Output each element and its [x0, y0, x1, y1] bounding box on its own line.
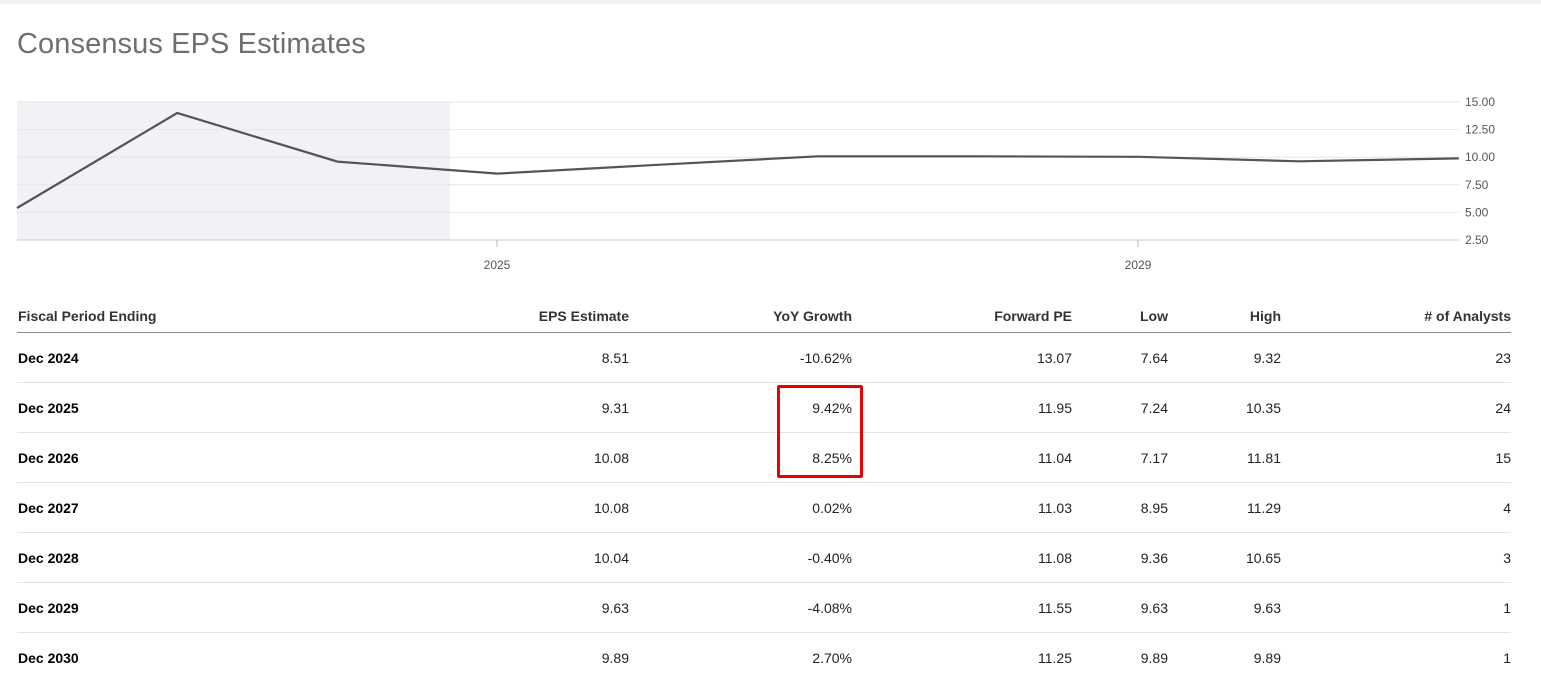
- cell-analysts: 23: [1281, 332, 1511, 383]
- cell-eps: 10.08: [277, 432, 629, 483]
- cell-low: 9.36: [1072, 532, 1168, 583]
- col-header-yoy[interactable]: YoY Growth: [629, 300, 852, 333]
- y-tick-label: 5.00: [1465, 205, 1489, 219]
- cell-high: 9.32: [1168, 332, 1281, 383]
- table-row: Dec 2030 9.89 2.70% 11.25 9.89 9.89 1: [17, 633, 1511, 683]
- cell-yoy: 9.42%: [629, 382, 852, 433]
- cell-low: 7.24: [1072, 382, 1168, 433]
- cell-yoy: 0.02%: [629, 482, 852, 533]
- historical-shaded-region: [17, 102, 450, 240]
- eps-line-chart: 15.00 12.50 10.00 7.50 5.00 2.50 2025 2029: [16, 95, 1495, 272]
- cell-forward-pe: 11.03: [852, 482, 1072, 533]
- cell-period: Dec 2025: [17, 382, 277, 433]
- cell-analysts: 15: [1281, 432, 1511, 483]
- x-tick-label: 2025: [484, 258, 511, 272]
- cell-period: Dec 2030: [18, 649, 79, 666]
- cell-period: Dec 2024: [17, 332, 277, 383]
- top-divider: [0, 0, 1541, 4]
- col-header-period[interactable]: Fiscal Period Ending: [17, 300, 277, 333]
- table-row: Dec 2025 9.31 9.42% 11.95 7.24 10.35 24: [17, 382, 1511, 433]
- cell-high: 9.63: [1168, 582, 1281, 633]
- cell-forward-pe: 11.95: [852, 382, 1072, 433]
- cell-analysts: 4: [1281, 482, 1511, 533]
- eps-estimates-table: Fiscal Period Ending EPS Estimate YoY Gr…: [17, 300, 1511, 682]
- cell-yoy: -0.40%: [629, 532, 852, 583]
- table-row: Dec 2024 8.51 -10.62% 13.07 7.64 9.32 23: [17, 332, 1511, 383]
- cell-low: 7.64: [1072, 332, 1168, 383]
- cell-yoy: 8.25%: [629, 432, 852, 483]
- cell-high: 9.89: [1253, 649, 1281, 666]
- cell-analysts: 1: [1503, 649, 1511, 666]
- cell-high: 10.65: [1168, 532, 1281, 583]
- cell-analysts: 3: [1281, 532, 1511, 583]
- cell-eps: 10.04: [277, 532, 629, 583]
- col-header-eps[interactable]: EPS Estimate: [277, 300, 629, 333]
- eps-series-line: [16, 111, 1459, 209]
- cell-forward-pe: 11.08: [852, 532, 1072, 583]
- col-header-analysts[interactable]: # of Analysts: [1281, 300, 1511, 333]
- table-row: Dec 2027 10.08 0.02% 11.03 8.95 11.29 4: [17, 482, 1511, 533]
- y-tick-label: 2.50: [1465, 233, 1489, 247]
- cell-period: Dec 2028: [17, 532, 277, 583]
- y-axis-tick-labels: 15.00 12.50 10.00 7.50 5.00 2.50: [1465, 95, 1495, 247]
- col-header-high[interactable]: High: [1168, 300, 1281, 333]
- cell-eps: 9.89: [601, 649, 629, 666]
- cell-forward-pe: 11.55: [852, 582, 1072, 633]
- cell-period: Dec 2029: [17, 582, 277, 633]
- cell-low: 9.89: [1140, 649, 1168, 666]
- cell-forward-pe: 11.25: [1038, 649, 1072, 666]
- cell-yoy: 2.70%: [812, 649, 852, 666]
- y-tick-label: 15.00: [1465, 95, 1495, 109]
- table-header-row: Fiscal Period Ending EPS Estimate YoY Gr…: [17, 300, 1511, 333]
- table-row: Dec 2028 10.04 -0.40% 11.08 9.36 10.65 3: [17, 532, 1511, 583]
- cell-low: 7.17: [1072, 432, 1168, 483]
- cell-yoy: -10.62%: [629, 332, 852, 383]
- table-row: Dec 2026 10.08 8.25% 11.04 7.17 11.81 15: [17, 432, 1511, 483]
- cell-analysts: 1: [1281, 582, 1511, 633]
- cell-low: 8.95: [1072, 482, 1168, 533]
- table-row: Dec 2029 9.63 -4.08% 11.55 9.63 9.63 1: [17, 582, 1511, 633]
- y-tick-label: 10.00: [1465, 150, 1495, 164]
- cell-forward-pe: 11.04: [852, 432, 1072, 483]
- cell-high: 11.81: [1168, 432, 1281, 483]
- cell-eps: 8.51: [277, 332, 629, 383]
- cell-period: Dec 2026: [17, 432, 277, 483]
- y-tick-label: 12.50: [1465, 123, 1495, 137]
- cell-forward-pe: 13.07: [852, 332, 1072, 383]
- cell-low: 9.63: [1072, 582, 1168, 633]
- x-tick-label: 2029: [1125, 258, 1152, 272]
- cell-high: 11.29: [1168, 482, 1281, 533]
- cell-period: Dec 2027: [17, 482, 277, 533]
- cell-yoy: -4.08%: [629, 582, 852, 633]
- y-tick-label: 7.50: [1465, 178, 1489, 192]
- col-header-low[interactable]: Low: [1072, 300, 1168, 333]
- page-title: Consensus EPS Estimates: [17, 28, 366, 60]
- chart-gridlines: [17, 101, 1459, 241]
- col-header-forward-pe[interactable]: Forward PE: [852, 300, 1072, 333]
- x-axis-tick-labels: 2025 2029: [484, 240, 1152, 272]
- cell-eps: 10.08: [277, 482, 629, 533]
- cell-analysts: 24: [1281, 382, 1511, 433]
- cell-high: 10.35: [1168, 382, 1281, 433]
- cell-eps: 9.31: [277, 382, 629, 433]
- cell-eps: 9.63: [277, 582, 629, 633]
